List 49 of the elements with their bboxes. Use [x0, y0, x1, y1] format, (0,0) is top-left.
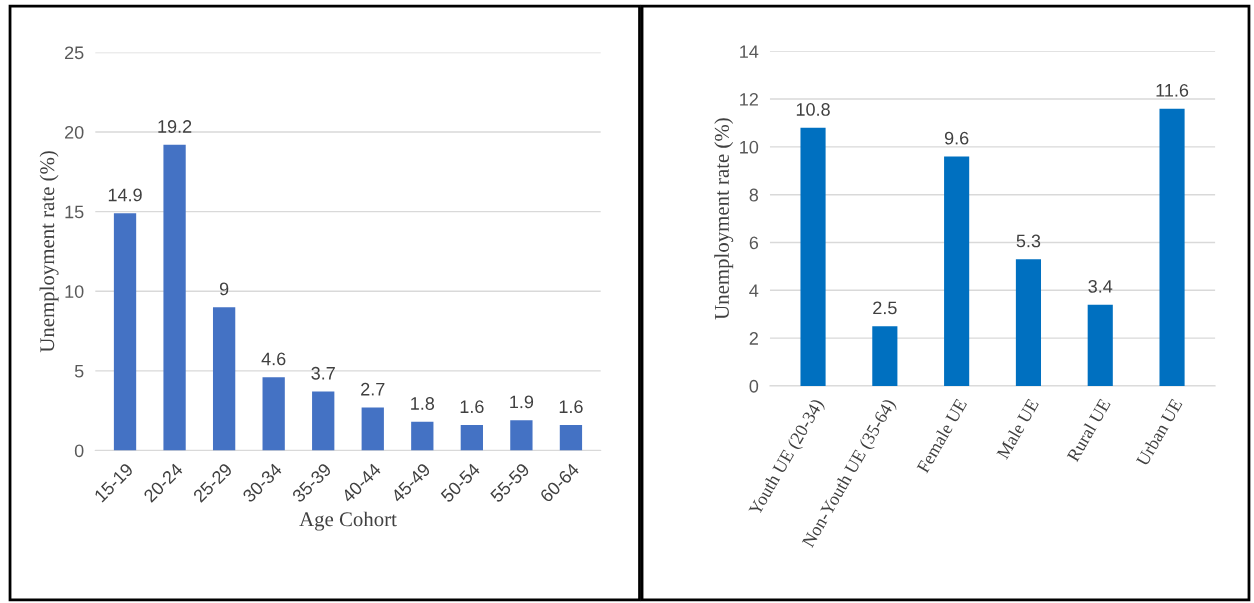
- y-tick-label: 10: [65, 285, 84, 298]
- bar: [113, 213, 137, 451]
- bar: [559, 424, 583, 451]
- data-label: 11.6: [1156, 83, 1189, 97]
- data-label: 1.9: [510, 395, 534, 409]
- data-label: 19.2: [158, 120, 192, 133]
- x-axis-title: Age Cohort: [299, 511, 397, 531]
- y-tick-label: 0: [749, 379, 759, 393]
- data-label: 4.6: [261, 352, 286, 366]
- y-axis-title: Unemployment rate (%): [39, 151, 59, 353]
- y-tick-label: 8: [749, 188, 759, 202]
- y-tick-label: 6: [749, 236, 759, 250]
- bar: [411, 421, 434, 451]
- bar: [1015, 259, 1042, 386]
- y-tick-label: 25: [65, 46, 84, 60]
- bar: [510, 420, 533, 451]
- bar: [212, 307, 236, 451]
- bar: [800, 127, 826, 386]
- bar: [1087, 304, 1113, 386]
- y-tick-label: 4: [749, 284, 759, 297]
- y-tick-label: 14: [740, 45, 759, 58]
- bar: [872, 326, 898, 386]
- bar: [944, 156, 970, 386]
- data-label: 10.8: [796, 103, 830, 116]
- data-label: 1.8: [411, 397, 435, 410]
- bar: [312, 391, 335, 451]
- data-label: 9: [219, 282, 229, 296]
- y-tick-label: 15: [65, 205, 84, 219]
- y-tick-label: 10: [740, 140, 759, 154]
- data-label: 3.7: [311, 366, 335, 380]
- bar: [163, 144, 186, 451]
- data-label: 5.3: [1016, 234, 1041, 248]
- data-label: 2.7: [361, 382, 385, 396]
- y-tick-label: 0: [74, 444, 84, 458]
- y-tick-label: 12: [740, 93, 758, 106]
- bar: [361, 407, 384, 451]
- data-label: 1.6: [559, 400, 583, 414]
- y-tick-label: 5: [74, 364, 84, 378]
- data-label: 2.5: [873, 301, 897, 315]
- bar: [460, 424, 483, 451]
- y-tick-label: 20: [65, 125, 84, 139]
- data-label: 9.6: [944, 131, 969, 145]
- data-label: 1.6: [460, 400, 484, 414]
- bar: [1159, 108, 1185, 386]
- data-label: 14.9: [108, 188, 142, 202]
- data-label: 3.4: [1088, 279, 1113, 293]
- y-tick-label: 2: [749, 332, 758, 345]
- y-axis-title: Unemployment rate (%): [714, 118, 734, 320]
- bar: [262, 377, 285, 451]
